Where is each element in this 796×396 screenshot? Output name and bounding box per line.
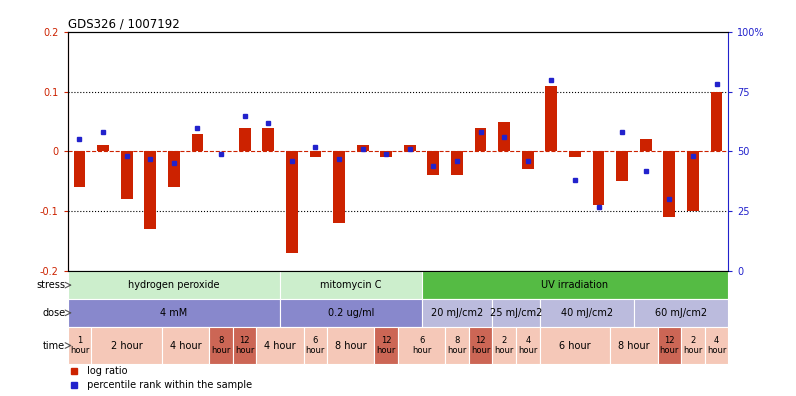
Text: 8 hour: 8 hour bbox=[335, 341, 367, 350]
Bar bbox=[92, 327, 162, 364]
Bar bbox=[493, 299, 540, 327]
Bar bbox=[569, 151, 581, 158]
Bar bbox=[657, 327, 681, 364]
Bar bbox=[97, 145, 109, 151]
Bar bbox=[357, 145, 369, 151]
Text: 8 hour: 8 hour bbox=[618, 341, 650, 350]
Text: percentile rank within the sample: percentile rank within the sample bbox=[84, 380, 252, 390]
Bar bbox=[663, 151, 675, 217]
Bar bbox=[162, 327, 209, 364]
Bar bbox=[474, 128, 486, 151]
Text: 60 mJ/cm2: 60 mJ/cm2 bbox=[655, 308, 707, 318]
Bar bbox=[540, 299, 634, 327]
Bar bbox=[398, 327, 445, 364]
Bar bbox=[493, 327, 516, 364]
Text: stress: stress bbox=[37, 280, 65, 290]
Bar bbox=[68, 327, 92, 364]
Text: UV irradiation: UV irradiation bbox=[541, 280, 608, 290]
Bar bbox=[233, 327, 256, 364]
Bar bbox=[168, 151, 180, 187]
Bar bbox=[263, 128, 274, 151]
Bar bbox=[422, 271, 728, 299]
Bar bbox=[68, 271, 280, 299]
Text: 6
hour: 6 hour bbox=[412, 336, 431, 355]
Text: 0.2 ug/ml: 0.2 ug/ml bbox=[328, 308, 374, 318]
Text: 12
hour: 12 hour bbox=[235, 336, 254, 355]
Bar bbox=[374, 327, 398, 364]
Text: 4
hour: 4 hour bbox=[707, 336, 726, 355]
Bar bbox=[144, 151, 156, 229]
Bar bbox=[611, 327, 657, 364]
Text: 12
hour: 12 hour bbox=[660, 336, 679, 355]
Bar bbox=[593, 151, 604, 206]
Bar bbox=[404, 145, 416, 151]
Text: 4 mM: 4 mM bbox=[160, 308, 188, 318]
Bar bbox=[422, 299, 493, 327]
Bar bbox=[681, 327, 704, 364]
Text: 40 mJ/cm2: 40 mJ/cm2 bbox=[560, 308, 613, 318]
Text: 12
hour: 12 hour bbox=[377, 336, 396, 355]
Text: 12
hour: 12 hour bbox=[471, 336, 490, 355]
Text: time: time bbox=[43, 341, 65, 350]
Bar bbox=[516, 327, 540, 364]
Bar bbox=[303, 327, 327, 364]
Bar bbox=[280, 299, 422, 327]
Bar bbox=[540, 327, 611, 364]
Text: 2
hour: 2 hour bbox=[683, 336, 703, 355]
Bar bbox=[121, 151, 133, 199]
Text: 6
hour: 6 hour bbox=[306, 336, 325, 355]
Text: 20 mJ/cm2: 20 mJ/cm2 bbox=[431, 308, 483, 318]
Bar bbox=[286, 151, 298, 253]
Text: 8
hour: 8 hour bbox=[212, 336, 231, 355]
Bar bbox=[451, 151, 463, 175]
Bar bbox=[73, 151, 85, 187]
Text: mitomycin C: mitomycin C bbox=[320, 280, 381, 290]
Bar bbox=[616, 151, 628, 181]
Text: hydrogen peroxide: hydrogen peroxide bbox=[128, 280, 220, 290]
Bar bbox=[192, 133, 203, 151]
Bar bbox=[640, 139, 652, 151]
Bar bbox=[445, 327, 469, 364]
Bar bbox=[380, 151, 392, 158]
Bar bbox=[545, 86, 557, 151]
Bar bbox=[498, 122, 510, 151]
Text: 8
hour: 8 hour bbox=[447, 336, 466, 355]
Text: GDS326 / 1007192: GDS326 / 1007192 bbox=[68, 17, 179, 30]
Text: log ratio: log ratio bbox=[84, 366, 127, 376]
Bar bbox=[522, 151, 533, 169]
Bar bbox=[333, 151, 345, 223]
Bar bbox=[704, 327, 728, 364]
Bar bbox=[711, 91, 723, 151]
Text: 4
hour: 4 hour bbox=[518, 336, 537, 355]
Text: dose: dose bbox=[42, 308, 65, 318]
Text: 4 hour: 4 hour bbox=[170, 341, 201, 350]
Bar bbox=[469, 327, 493, 364]
Bar bbox=[239, 128, 251, 151]
Bar bbox=[310, 151, 322, 158]
Text: 2
hour: 2 hour bbox=[494, 336, 514, 355]
Text: 1
hour: 1 hour bbox=[70, 336, 89, 355]
Bar bbox=[68, 299, 280, 327]
Text: 6 hour: 6 hour bbox=[559, 341, 591, 350]
Text: 4 hour: 4 hour bbox=[264, 341, 296, 350]
Text: 25 mJ/cm2: 25 mJ/cm2 bbox=[490, 308, 542, 318]
Text: 2 hour: 2 hour bbox=[111, 341, 142, 350]
Bar bbox=[634, 299, 728, 327]
Bar bbox=[327, 327, 374, 364]
Bar bbox=[687, 151, 699, 211]
Bar bbox=[256, 327, 303, 364]
Bar bbox=[427, 151, 439, 175]
Bar bbox=[209, 327, 232, 364]
Bar bbox=[280, 271, 422, 299]
